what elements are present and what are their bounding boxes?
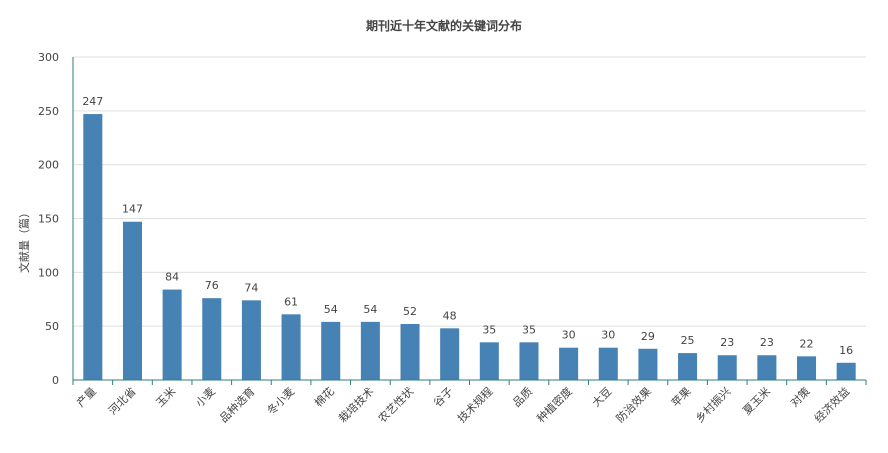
- bar: [321, 321, 341, 380]
- data-label: 30: [562, 329, 576, 342]
- data-label: 61: [284, 295, 298, 308]
- x-tick-label: 防治效果: [613, 384, 654, 425]
- bar: [638, 348, 658, 380]
- x-tick-label: 栽培技术: [335, 384, 376, 425]
- bar: [83, 114, 103, 381]
- bar: [400, 324, 420, 380]
- data-label: 35: [522, 323, 536, 336]
- data-label: 147: [122, 203, 143, 216]
- x-tick-label: 大豆: [589, 384, 614, 409]
- x-tick-label: 对策: [787, 384, 812, 409]
- chart-title: 期刊近十年文献的关键词分布: [366, 18, 522, 33]
- bar: [440, 328, 460, 380]
- bar: [241, 300, 261, 380]
- bar: [281, 314, 301, 380]
- data-label: 16: [839, 344, 853, 357]
- data-label: 76: [205, 279, 219, 292]
- x-axis: [72, 379, 867, 385]
- x-tick-label: 谷子: [431, 385, 456, 410]
- x-tick-label: 冬小麦: [264, 384, 297, 417]
- data-label: 84: [165, 271, 179, 284]
- bar: [836, 362, 856, 380]
- data-label: 35: [482, 323, 496, 336]
- x-tick-label: 夏玉米: [740, 385, 773, 418]
- x-tick-label: 河北省: [106, 385, 139, 418]
- data-label: 74: [244, 281, 258, 294]
- y-tick-label: 250: [38, 105, 59, 118]
- y-tick-label: 150: [38, 213, 59, 226]
- bar: [202, 298, 222, 380]
- x-tick-label: 苹果: [668, 384, 693, 409]
- data-label: 54: [363, 303, 377, 316]
- data-label: 54: [324, 303, 338, 316]
- x-tick-label: 棉花: [311, 384, 336, 409]
- x-tick-label: 品质: [510, 385, 535, 410]
- data-label: 22: [800, 337, 814, 350]
- data-label: 23: [720, 336, 734, 349]
- data-labels: 247 147 84 76 74 61 54 54 52 48 35 35 30 30 29 25 23 23 22…: [82, 95, 853, 357]
- x-tick-label: 经济效益: [811, 384, 852, 425]
- x-tick-label: 技术规程: [454, 384, 495, 425]
- data-label: 30: [601, 329, 615, 342]
- bar: [757, 355, 777, 380]
- data-label: 23: [760, 336, 774, 349]
- x-tick-label: 产量: [73, 384, 98, 409]
- y-axis-label: 文献量（篇）: [17, 207, 31, 273]
- data-label: 48: [443, 309, 457, 322]
- bar: [559, 347, 579, 380]
- x-tick-label: 种植密度: [534, 384, 575, 425]
- grid-lines: [73, 56, 866, 327]
- data-label: 29: [641, 330, 655, 343]
- y-tick-label: 0: [52, 374, 59, 387]
- x-tick-label: 品种选育: [217, 384, 258, 425]
- bar: [717, 355, 737, 380]
- x-tick-label: 乡村振兴: [692, 384, 733, 425]
- y-tick-label: 50: [45, 320, 59, 333]
- x-axis-labels: 产量 河北省 玉米 小麦 品种选育 冬小麦 棉花 栽培技术 农艺性状 谷子 技术规程 品质 种植密度 大豆…: [73, 384, 852, 425]
- bar: [162, 289, 182, 380]
- data-label: 52: [403, 305, 417, 318]
- y-tick-label: 300: [38, 51, 59, 64]
- y-tick-label: 100: [38, 266, 59, 279]
- data-label: 25: [681, 334, 695, 347]
- x-tick-label: 玉米: [153, 385, 178, 410]
- bar: [598, 347, 618, 380]
- bar: [519, 342, 539, 380]
- bar: [122, 221, 142, 380]
- data-label: 247: [82, 95, 103, 108]
- x-tick-label: 小麦: [193, 385, 218, 410]
- bar: [479, 342, 499, 380]
- bars: [83, 114, 856, 381]
- bar: [360, 321, 380, 380]
- y-axis-ticks: 0 50 100 150 200 250 300: [38, 51, 59, 387]
- y-tick-label: 200: [38, 159, 59, 172]
- bar: [797, 356, 817, 380]
- bar: [678, 353, 698, 380]
- x-tick-label: 农艺性状: [375, 384, 416, 425]
